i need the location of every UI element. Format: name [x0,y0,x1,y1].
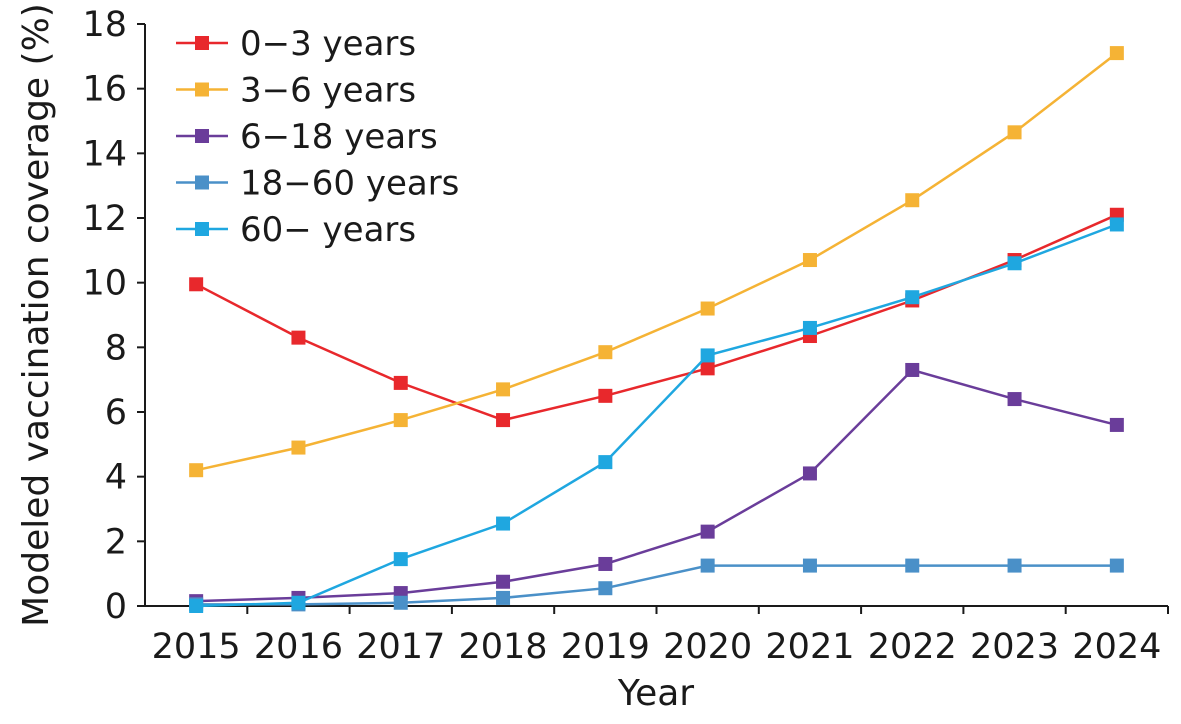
data-point [393,552,408,567]
y-tick-label: 4 [105,458,127,498]
data-point [393,595,408,610]
series-4 [189,217,1124,613]
data-point [802,466,817,481]
legend-label: 6−18 years [240,117,438,157]
data-point [291,595,306,610]
legend-swatch-marker [195,129,209,143]
data-point [189,277,204,292]
legend-label: 60− years [240,210,416,250]
series-1 [189,46,1124,478]
x-tick-label: 2018 [459,627,548,667]
series-line [196,368,1118,603]
y-tick-label: 16 [82,70,127,110]
x-axis-title: Year [617,673,694,714]
data-point [1007,256,1022,271]
legend-swatch-marker [195,36,209,50]
y-tick-label: 12 [82,199,127,239]
data-point [802,320,817,335]
data-point [1109,417,1124,432]
x-tick-label: 2015 [152,627,241,667]
data-point [802,253,817,268]
data-point [189,463,204,478]
y-tick-label: 14 [82,134,127,174]
y-tick-label: 8 [105,328,127,368]
x-tick-label: 2022 [868,627,957,667]
series-3 [189,558,1124,612]
data-point [598,455,613,470]
data-point [700,301,715,316]
x-tick-label: 2019 [561,627,650,667]
data-point [496,413,511,428]
data-point [1109,46,1124,61]
data-point [496,590,511,605]
data-point [1007,392,1022,407]
x-tick-label: 2020 [663,627,752,667]
series-layer [189,46,1124,613]
legend-swatch-marker [195,222,209,236]
data-point [1007,125,1022,140]
legend-swatch-marker [195,175,209,190]
x-tick-label: 2021 [765,627,854,667]
legend-swatch-marker [195,82,209,97]
x-tick-label: 2016 [254,627,343,667]
legend-item: 60− years [176,210,416,250]
y-ticks: 0 2 4 6 8 10 12 14 16 18 [82,5,145,627]
x-tick-label: 2017 [356,627,445,667]
x-ticks: 2015 2016 2017 2018 2019 2020 2021 2022 2023 2024 [152,606,1169,667]
y-tick-label: 6 [105,393,127,433]
x-tick-label: 2023 [970,627,1059,667]
data-point [496,382,511,397]
data-point [291,440,306,455]
data-point [189,599,204,613]
y-tick-label: 18 [82,5,127,45]
legend-label: 18−60 years [240,164,459,204]
data-point [598,581,613,596]
data-point [393,413,408,428]
data-point [700,558,715,573]
data-point [393,375,408,390]
data-point [700,524,715,539]
data-point [1007,558,1022,573]
x-tick-label: 2024 [1072,627,1161,667]
data-point [700,361,715,376]
data-point [496,574,511,589]
legend: 0−3 years 3−6 years 6−18 years 18−60 years 6… [176,24,459,250]
legend-item: 18−60 years [176,164,459,204]
data-point [802,558,817,573]
series-2 [189,362,1124,609]
data-point [598,556,613,571]
data-point [700,348,715,363]
legend-label: 3−6 years [240,71,416,111]
axes [144,24,1168,607]
data-point [905,362,920,377]
data-point [905,193,920,208]
data-point [291,330,306,345]
series-line [196,564,1117,606]
y-tick-label: 10 [82,264,127,304]
data-point [598,345,613,360]
data-point [905,290,920,305]
legend-item: 6−18 years [176,117,438,157]
legend-label: 0−3 years [240,24,416,64]
y-tick-label: 0 [105,587,127,627]
y-axis-title: Modeled vaccination coverage (%) [16,3,57,627]
series-line [196,223,1118,608]
legend-item: 3−6 years [176,71,416,111]
data-point [598,388,613,403]
y-tick-label: 2 [105,522,127,562]
data-point [496,516,511,531]
series-line [195,52,1118,472]
data-point [1109,217,1124,232]
legend-item: 0−3 years [176,24,416,64]
data-point [905,558,920,573]
data-point [1109,558,1124,573]
